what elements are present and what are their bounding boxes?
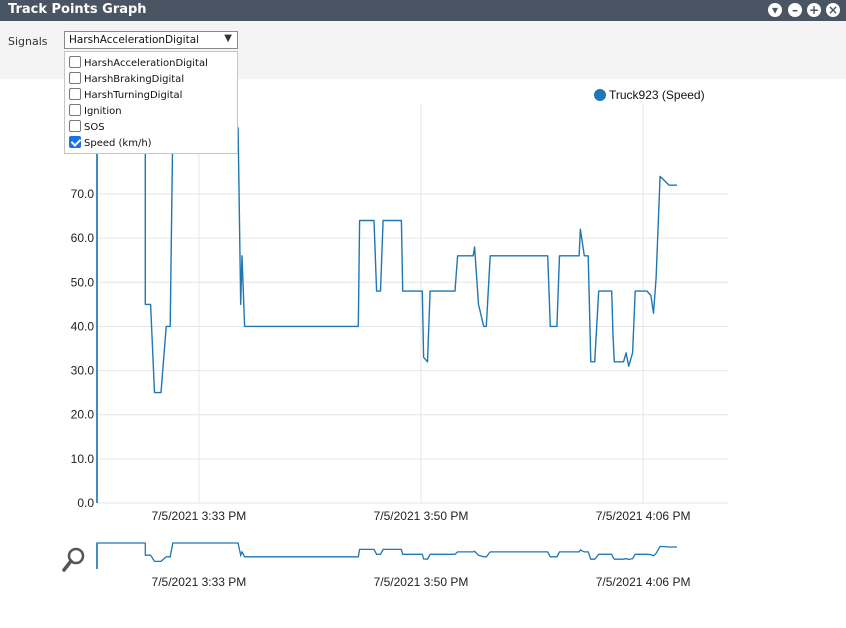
- navigator-axis: 7/5/2021 3:33 PM 7/5/2021 3:50 PM 7/5/2021…: [96, 543, 691, 589]
- y-tick-label: 30.0: [71, 364, 95, 378]
- navigator-tick-label: 7/5/2021 3:50 PM: [374, 575, 469, 589]
- signals-select-value: HarshAccelerationDigital: [69, 34, 200, 46]
- speed-chart[interactable]: 0.0 10.0 20.0 30.0 40.0 50.0 60.0 70.0 7/5/2021 …: [0, 80, 846, 530]
- maximize-icon[interactable]: +: [807, 3, 821, 17]
- signal-option[interactable]: HarshAccelerationDigital: [69, 55, 235, 71]
- y-tick-label: 0.0: [77, 496, 94, 510]
- checkbox[interactable]: [69, 88, 81, 100]
- signal-option[interactable]: HarshTurningDigital: [69, 87, 235, 103]
- signal-option-label: Speed (km/h): [84, 138, 152, 149]
- signal-option-label: SOS: [84, 122, 105, 133]
- checkbox[interactable]: [69, 104, 81, 116]
- signal-option[interactable]: Ignition: [69, 103, 235, 119]
- legend-label: Truck923 (Speed): [609, 88, 705, 102]
- close-icon[interactable]: ×: [826, 3, 840, 17]
- signal-option-label: HarshAccelerationDigital: [84, 58, 208, 69]
- signal-option-label: HarshBrakingDigital: [84, 74, 185, 85]
- window-title: Track Points Graph: [8, 2, 147, 17]
- collapse-icon[interactable]: ▾: [768, 3, 782, 17]
- y-tick-label: 10.0: [71, 452, 95, 466]
- x-tick-label: 7/5/2021 3:50 PM: [374, 509, 469, 523]
- checkbox[interactable]: [69, 120, 81, 132]
- dropdown-arrow-icon: ▼: [224, 33, 232, 44]
- x-tick-label: 7/5/2021 4:06 PM: [596, 509, 691, 523]
- signal-option[interactable]: SOS: [69, 119, 235, 135]
- series-line: [96, 127, 677, 503]
- checkbox-checked[interactable]: [69, 136, 81, 148]
- y-tick-label: 70.0: [71, 187, 95, 201]
- y-tick-label: 60.0: [71, 231, 95, 245]
- chart-grid: [97, 104, 728, 504]
- x-tick-label: 7/5/2021 3:33 PM: [152, 509, 247, 523]
- navigator-tick-label: 7/5/2021 3:33 PM: [152, 575, 247, 589]
- y-tick-label: 50.0: [71, 275, 95, 289]
- signals-select[interactable]: HarshAccelerationDigital ▼: [64, 31, 238, 49]
- checkbox[interactable]: [69, 72, 81, 84]
- legend-marker: [594, 89, 606, 101]
- signal-option[interactable]: HarshBrakingDigital: [69, 71, 235, 87]
- signal-option[interactable]: Speed (km/h): [69, 135, 235, 151]
- chart-series: [96, 127, 677, 503]
- chart-axes: 0.0 10.0 20.0 30.0 40.0 50.0 60.0 70.0 7/5/2021 …: [71, 104, 691, 523]
- signals-label: Signals: [8, 35, 48, 48]
- navigator-series: [96, 542, 677, 569]
- signal-option-label: HarshTurningDigital: [84, 90, 183, 101]
- window-title-bar: Track Points Graph ▾ – + ×: [0, 0, 846, 21]
- y-tick-label: 20.0: [71, 408, 95, 422]
- magnifier-icon[interactable]: [62, 545, 88, 575]
- range-navigator[interactable]: 7/5/2021 3:33 PM 7/5/2021 3:50 PM 7/5/2021…: [0, 536, 846, 596]
- signals-dropdown: HarshAccelerationDigital HarshBrakingDig…: [64, 51, 238, 154]
- signal-option-label: Ignition: [84, 106, 122, 117]
- minimize-icon[interactable]: –: [788, 3, 802, 17]
- navigator-line: [96, 542, 677, 569]
- y-tick-label: 40.0: [71, 319, 95, 333]
- navigator-tick-label: 7/5/2021 4:06 PM: [596, 575, 691, 589]
- checkbox[interactable]: [69, 56, 81, 68]
